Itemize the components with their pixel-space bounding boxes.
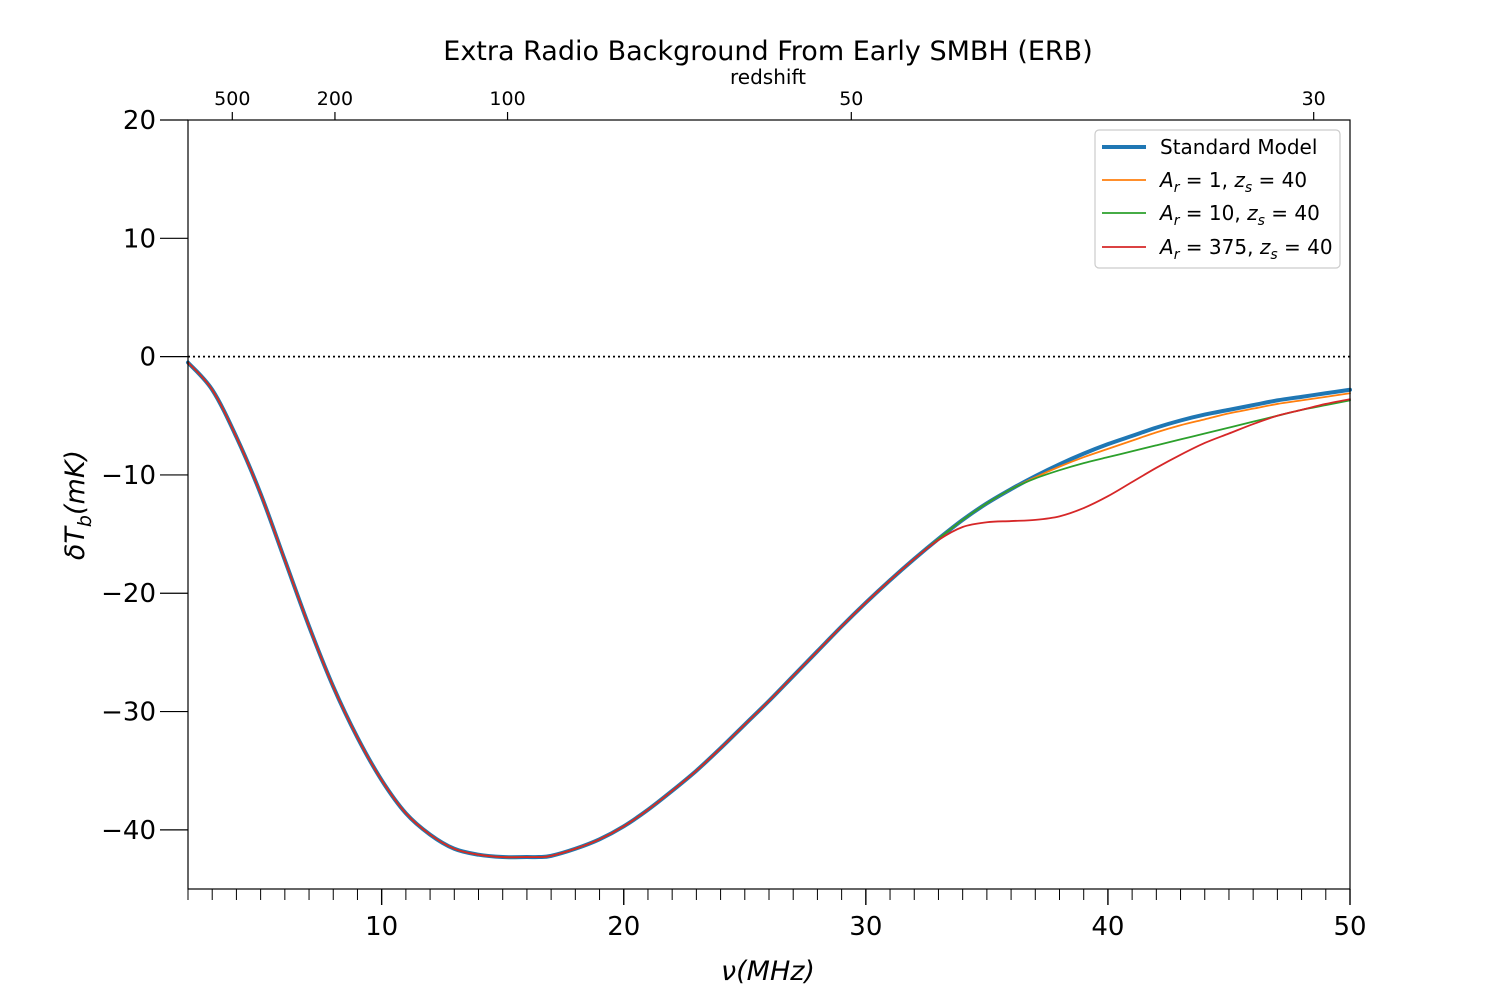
legend-entry-ar-10: Ar = 10, zs = 40: [1102, 201, 1320, 229]
y-axis-label: δTb(mK): [60, 450, 96, 560]
top-tick-label: 500: [214, 88, 250, 110]
x-axis-label: ν(MHz): [721, 956, 815, 987]
legend: Standard Model Ar = 1, zs = 40 Ar = 10, …: [1094, 129, 1341, 269]
y-tick-label: 10: [123, 224, 156, 254]
x-tick-label: 10: [365, 912, 398, 942]
x-tick-label: 40: [1091, 912, 1124, 942]
legend-entry-standard-model: Standard Model: [1102, 135, 1317, 159]
y-tick-label: −10: [101, 461, 156, 491]
x-tick-label: 50: [1333, 912, 1366, 942]
legend-entry-ar-375: Ar = 375, zs = 40: [1102, 235, 1333, 263]
y-tick-label: −30: [101, 698, 156, 728]
y-tick-label: −40: [101, 816, 156, 846]
x-tick-label: 30: [849, 912, 882, 942]
x-tick-label: 20: [607, 912, 640, 942]
y-tick-label: 0: [139, 343, 156, 373]
legend-label: Ar = 10, zs = 40: [1158, 201, 1320, 229]
top-tick-label: 50: [839, 88, 863, 110]
top-axis-label: redshift: [730, 65, 806, 89]
plot-frame: [187, 119, 1351, 890]
top-tick-label: 200: [317, 88, 353, 110]
chart-title: Extra Radio Background From Early SMBH (…: [443, 36, 1092, 67]
legend-box: [1094, 129, 1341, 269]
legend-label: Ar = 1, zs = 40: [1158, 168, 1307, 196]
legend-label: Ar = 375, zs = 40: [1158, 235, 1333, 263]
top-tick-label: 100: [489, 88, 525, 110]
y-tick-label: −20: [101, 579, 156, 609]
y-tick-label: 20: [123, 106, 156, 136]
series-layer: [186, 360, 1352, 860]
legend-entry-ar-1: Ar = 1, zs = 40: [1102, 168, 1307, 196]
series-line-4: [187, 361, 1351, 859]
top-tick-label: 30: [1302, 88, 1326, 110]
legend-label: Standard Model: [1160, 135, 1317, 159]
